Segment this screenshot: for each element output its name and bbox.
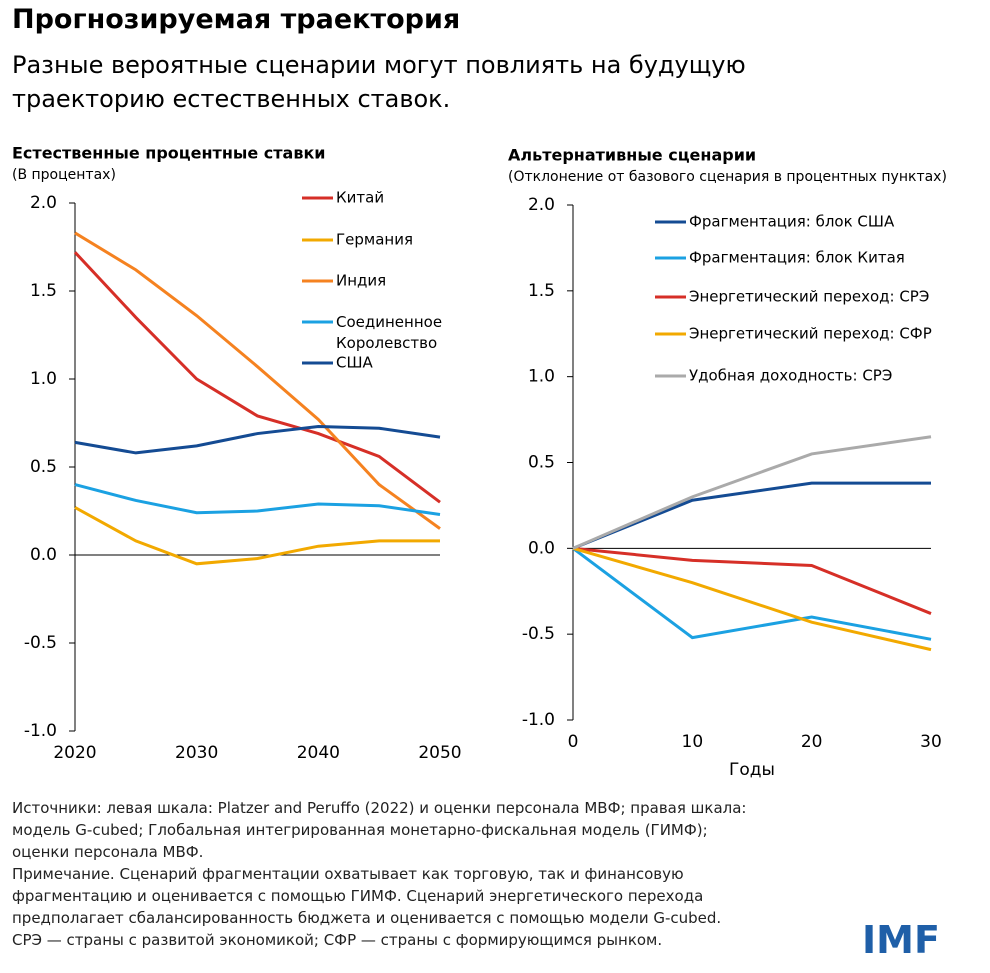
x-tick-label: 0 — [568, 732, 579, 752]
legend-label: Китай — [336, 189, 384, 207]
footnote-line: СРЭ — страны с развитой экономикой; СФР … — [12, 931, 663, 949]
x-tick-label: 2030 — [175, 743, 218, 763]
footnote-line: модель G-cubed; Глобальная интегрированн… — [12, 821, 708, 839]
legend-label: Энергетический переход: СФР — [689, 325, 932, 343]
legend-label: Фрагментация: блок Китая — [689, 249, 905, 267]
panel-title: Альтернативные сценарии — [508, 146, 756, 165]
series-line — [572, 546, 932, 615]
series-line — [572, 481, 931, 550]
series-line — [73, 251, 441, 504]
legend-label: Энергетический переход: СРЭ — [689, 288, 929, 306]
series-line — [572, 546, 932, 652]
panel-subtitle: (В процентах) — [12, 167, 116, 183]
footnote-line: Примечание. Сценарий фрагментации охваты… — [12, 865, 684, 883]
series-line — [572, 547, 932, 641]
series-line — [74, 425, 441, 455]
y-tick-label: 0.0 — [30, 545, 57, 565]
y-tick-label: 0.0 — [528, 538, 555, 558]
footnotes: Источники: левая шкала: Platzer and Peru… — [12, 797, 746, 951]
panel-title: Естественные процентные ставки — [12, 144, 326, 163]
y-tick-label: 0.5 — [528, 453, 555, 473]
x-tick-label: 30 — [920, 732, 942, 752]
y-tick-label: 1.0 — [30, 369, 57, 389]
y-tick-label: 1.5 — [528, 281, 555, 301]
footnote-line: фрагментацию и оценивается с помощью ГИМ… — [12, 887, 704, 905]
y-tick-label: -1.0 — [522, 710, 555, 730]
series-line — [74, 506, 440, 566]
legend-label: Индия — [336, 272, 386, 290]
legend-label: Фрагментация: блок США — [689, 213, 895, 231]
x-tick-label: 2040 — [297, 743, 340, 763]
footnote-line: предполагает сбалансированность бюджета … — [12, 909, 722, 927]
x-tick-label: 2020 — [53, 743, 96, 763]
series-line — [572, 435, 932, 550]
legend-label: Удобная доходность: СРЭ — [689, 367, 892, 385]
x-tick-label: 10 — [682, 732, 704, 752]
y-tick-label: -1.0 — [24, 721, 57, 741]
series-line — [74, 483, 441, 517]
y-tick-label: -0.5 — [24, 633, 57, 653]
subtitle: Разные вероятные сценарии могут повлиять… — [12, 51, 746, 113]
charts: Естественные процентные ставки (В процент… — [12, 144, 947, 781]
legend-label: США — [336, 354, 374, 372]
panel-subtitle: (Отклонение от базового сценария в проце… — [508, 169, 947, 185]
series-line — [74, 231, 441, 530]
footnote-line: Источники: левая шкала: Platzer and Peru… — [12, 799, 747, 817]
footnote-line: оценки персонала МВФ. — [12, 843, 204, 861]
x-tick-label: 2050 — [418, 743, 461, 763]
y-tick-label: 2.0 — [528, 195, 555, 215]
x-tick-label: 20 — [801, 732, 823, 752]
x-axis-label: Годы — [729, 760, 775, 780]
y-tick-label: 0.5 — [30, 457, 57, 477]
logo: IMF — [862, 918, 940, 962]
legend-label: Соединенное Королевство — [336, 313, 442, 352]
y-tick-label: -0.5 — [522, 624, 555, 644]
y-tick-label: 1.5 — [30, 281, 57, 301]
y-tick-label: 2.0 — [30, 193, 57, 213]
title: Прогнозируемая траектория — [12, 4, 461, 35]
legend-label: Германия — [336, 231, 413, 249]
y-tick-label: 1.0 — [528, 367, 555, 387]
